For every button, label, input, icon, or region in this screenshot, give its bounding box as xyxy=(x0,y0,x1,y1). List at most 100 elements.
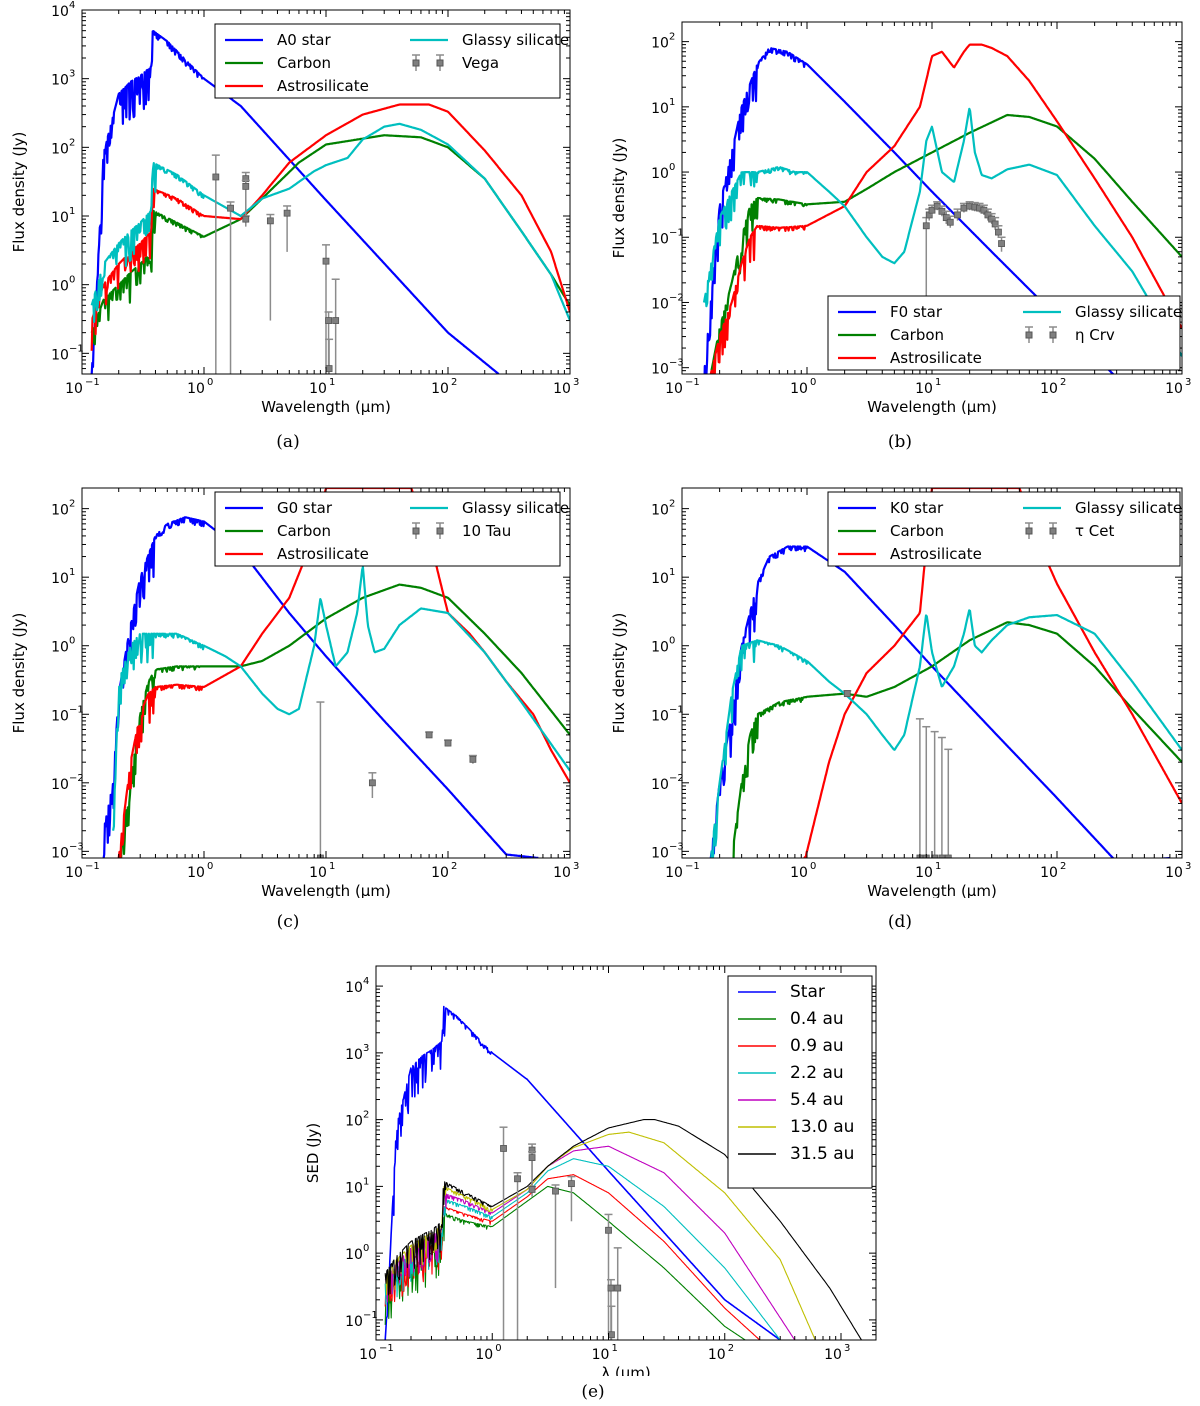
y-axis-label: SED (Jy) xyxy=(304,1123,322,1183)
x-tick-exp: 1 xyxy=(935,861,941,872)
data-point xyxy=(614,1284,622,1292)
y-axis-label: Flux density (Jy) xyxy=(610,138,628,259)
data-point xyxy=(528,1154,536,1161)
legend-label: Astrosilicate xyxy=(890,545,982,563)
chart-e: 10 −1 10 0 10 1 10 2 10 310 −110 010 110 210 310 4λ (μm… xyxy=(304,965,877,1376)
data-point xyxy=(998,240,1005,247)
x-tick-exp: 2 xyxy=(451,861,457,872)
data-point xyxy=(242,215,250,223)
y-tick-exp: 4 xyxy=(69,0,75,11)
x-axis-label: Wavelength (μm) xyxy=(867,882,997,898)
chart-c: 10 −1 10 0 10 1 10 2 10 310 −310 −210 −110 010 110 2Wav… xyxy=(10,487,579,898)
data-point xyxy=(607,1284,615,1292)
x-tick-exp: 2 xyxy=(1060,377,1066,388)
y-tick-exp: 2 xyxy=(69,499,75,510)
legend-marker xyxy=(436,59,444,67)
y-tick-label: 10 xyxy=(51,503,69,519)
x-tick-exp: −1 xyxy=(85,377,100,388)
data-point xyxy=(991,220,999,228)
y-tick-exp: −2 xyxy=(669,292,684,303)
x-tick-label: 10 xyxy=(65,865,83,881)
data-point xyxy=(995,228,1002,236)
x-tick-label: 10 xyxy=(665,865,683,881)
series-line-3 xyxy=(710,609,1182,858)
x-tick-exp: −1 xyxy=(85,861,100,872)
data-point xyxy=(469,755,477,763)
legend-label: G0 star xyxy=(277,499,333,517)
y-tick-exp: 0 xyxy=(69,636,75,647)
legend-label: Glassy silicate xyxy=(1075,303,1182,321)
x-tick-label: 10 xyxy=(915,865,933,881)
caption-d: (d) xyxy=(887,912,913,932)
y-tick-label: 10 xyxy=(51,210,69,226)
x-tick-exp: 3 xyxy=(844,1343,850,1354)
legend-label: Carbon xyxy=(277,522,331,540)
y-axis-label: Flux density (Jy) xyxy=(610,613,628,734)
legend-label: Carbon xyxy=(277,54,331,72)
x-tick-label: 10 xyxy=(309,865,327,881)
plot-area xyxy=(102,488,570,858)
series-line-2 xyxy=(384,1174,761,1340)
data-point xyxy=(552,1187,559,1195)
y-tick-exp: 0 xyxy=(363,1243,369,1254)
legend-box xyxy=(214,491,561,567)
plot-area xyxy=(384,1005,862,1340)
series-line-4 xyxy=(384,1145,796,1340)
y-tick-exp: 0 xyxy=(69,275,75,286)
x-tick-exp: 0 xyxy=(207,861,213,872)
series-line-3 xyxy=(112,566,570,831)
y-tick-label: 10 xyxy=(51,640,69,656)
y-tick-label: 10 xyxy=(651,362,669,378)
x-tick-exp: 3 xyxy=(1185,861,1191,872)
legend-marker xyxy=(1049,331,1057,339)
data-point xyxy=(528,1186,536,1193)
series-line-1 xyxy=(120,583,570,858)
y-tick-exp: −1 xyxy=(669,704,684,715)
x-tick-label: 10 xyxy=(1040,865,1058,881)
data-point xyxy=(608,1331,615,1339)
y-tick-exp: 1 xyxy=(669,567,675,578)
x-tick-label: 10 xyxy=(187,865,205,881)
y-tick-label: 10 xyxy=(345,1047,363,1063)
x-tick-label: 10 xyxy=(431,865,449,881)
y-tick-label: 10 xyxy=(651,845,669,861)
y-tick-label: 10 xyxy=(651,296,669,312)
series-line-1 xyxy=(732,621,1182,858)
series-line-0 xyxy=(709,545,1171,858)
data-point xyxy=(942,214,950,222)
y-tick-exp: 2 xyxy=(69,137,75,148)
y-tick-label: 10 xyxy=(345,1314,363,1330)
y-tick-label: 10 xyxy=(51,777,69,793)
legend-label: Glassy silicate xyxy=(462,31,569,49)
legend-label: Glassy silicate xyxy=(462,499,569,517)
x-tick-exp: −1 xyxy=(685,377,700,388)
x-tick-exp: 2 xyxy=(728,1343,734,1354)
legend-label: η Crv xyxy=(1075,326,1115,344)
y-tick-label: 10 xyxy=(345,1247,363,1263)
legend-label: Carbon xyxy=(890,326,944,344)
y-tick-label: 10 xyxy=(345,1180,363,1196)
x-tick-label: 10 xyxy=(1165,865,1183,881)
data-point xyxy=(960,204,968,212)
x-tick-label: 10 xyxy=(553,381,571,397)
legend: F0 star Carbon Astrosilicate Glassy silicat… xyxy=(827,295,1182,371)
data-point xyxy=(444,739,452,747)
x-tick-exp: −1 xyxy=(379,1343,394,1354)
legend-label: Carbon xyxy=(890,522,944,540)
legend-label: 0.4 au xyxy=(790,1009,844,1029)
legend-label: Astrosilicate xyxy=(277,545,369,563)
legend-label: 10 Tau xyxy=(462,522,511,540)
data-point xyxy=(954,211,961,219)
chart-a: 10 −1 10 0 10 1 10 2 10 310 −110 010 110 210 310 4Wavel… xyxy=(10,0,579,416)
x-tick-label: 10 xyxy=(359,1347,377,1363)
legend-box xyxy=(214,23,561,99)
data-point xyxy=(322,257,330,265)
legend-label: 0.9 au xyxy=(790,1036,844,1056)
y-tick-label: 10 xyxy=(51,708,69,724)
x-tick-exp: −1 xyxy=(685,861,700,872)
chart-b: 10 −1 10 0 10 1 10 2 10 310 −310 −210 −110 010 110 2Wav… xyxy=(610,21,1191,416)
y-tick-exp: 0 xyxy=(669,162,675,173)
y-tick-label: 10 xyxy=(651,708,669,724)
data-point xyxy=(946,218,954,226)
y-tick-exp: 2 xyxy=(363,1110,369,1121)
